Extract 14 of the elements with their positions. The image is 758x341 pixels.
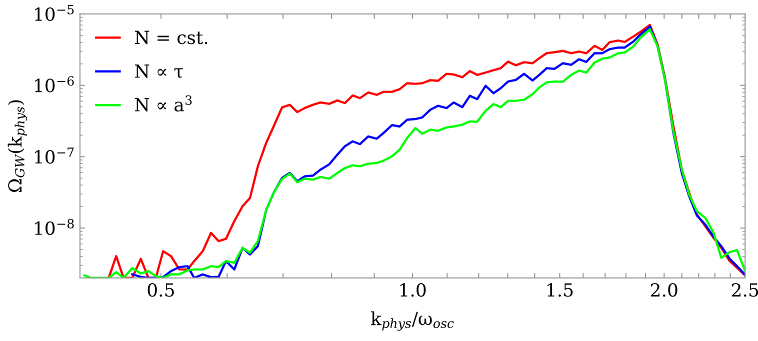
y-tick-label: 10$^{−7}$ xyxy=(35,148,74,164)
x-axis-title: k$_{phys}$/ω$_{osc}$ xyxy=(370,311,454,331)
legend-label: N ∝ a$^{3}$ xyxy=(135,95,192,112)
legend-label: N ∝ τ xyxy=(135,64,183,78)
x-tick-label: 1.0 xyxy=(400,283,426,297)
x-tick-label: 2.5 xyxy=(732,283,758,297)
y-tick-label: 10$^{−5}$ xyxy=(35,4,74,21)
x-tick-label: 1.5 xyxy=(548,283,573,297)
y-axis-title: Ω$_{GW}$(k$_{phys}$) xyxy=(8,100,28,192)
y-tick-label: 10$^{−8}$ xyxy=(35,218,74,236)
legend-label: N = cst. xyxy=(135,30,208,44)
x-tick-label: 2.0 xyxy=(650,283,678,297)
y-tick-label: 10$^{−6}$ xyxy=(35,76,74,92)
x-tick-label: 0.5 xyxy=(148,283,174,297)
